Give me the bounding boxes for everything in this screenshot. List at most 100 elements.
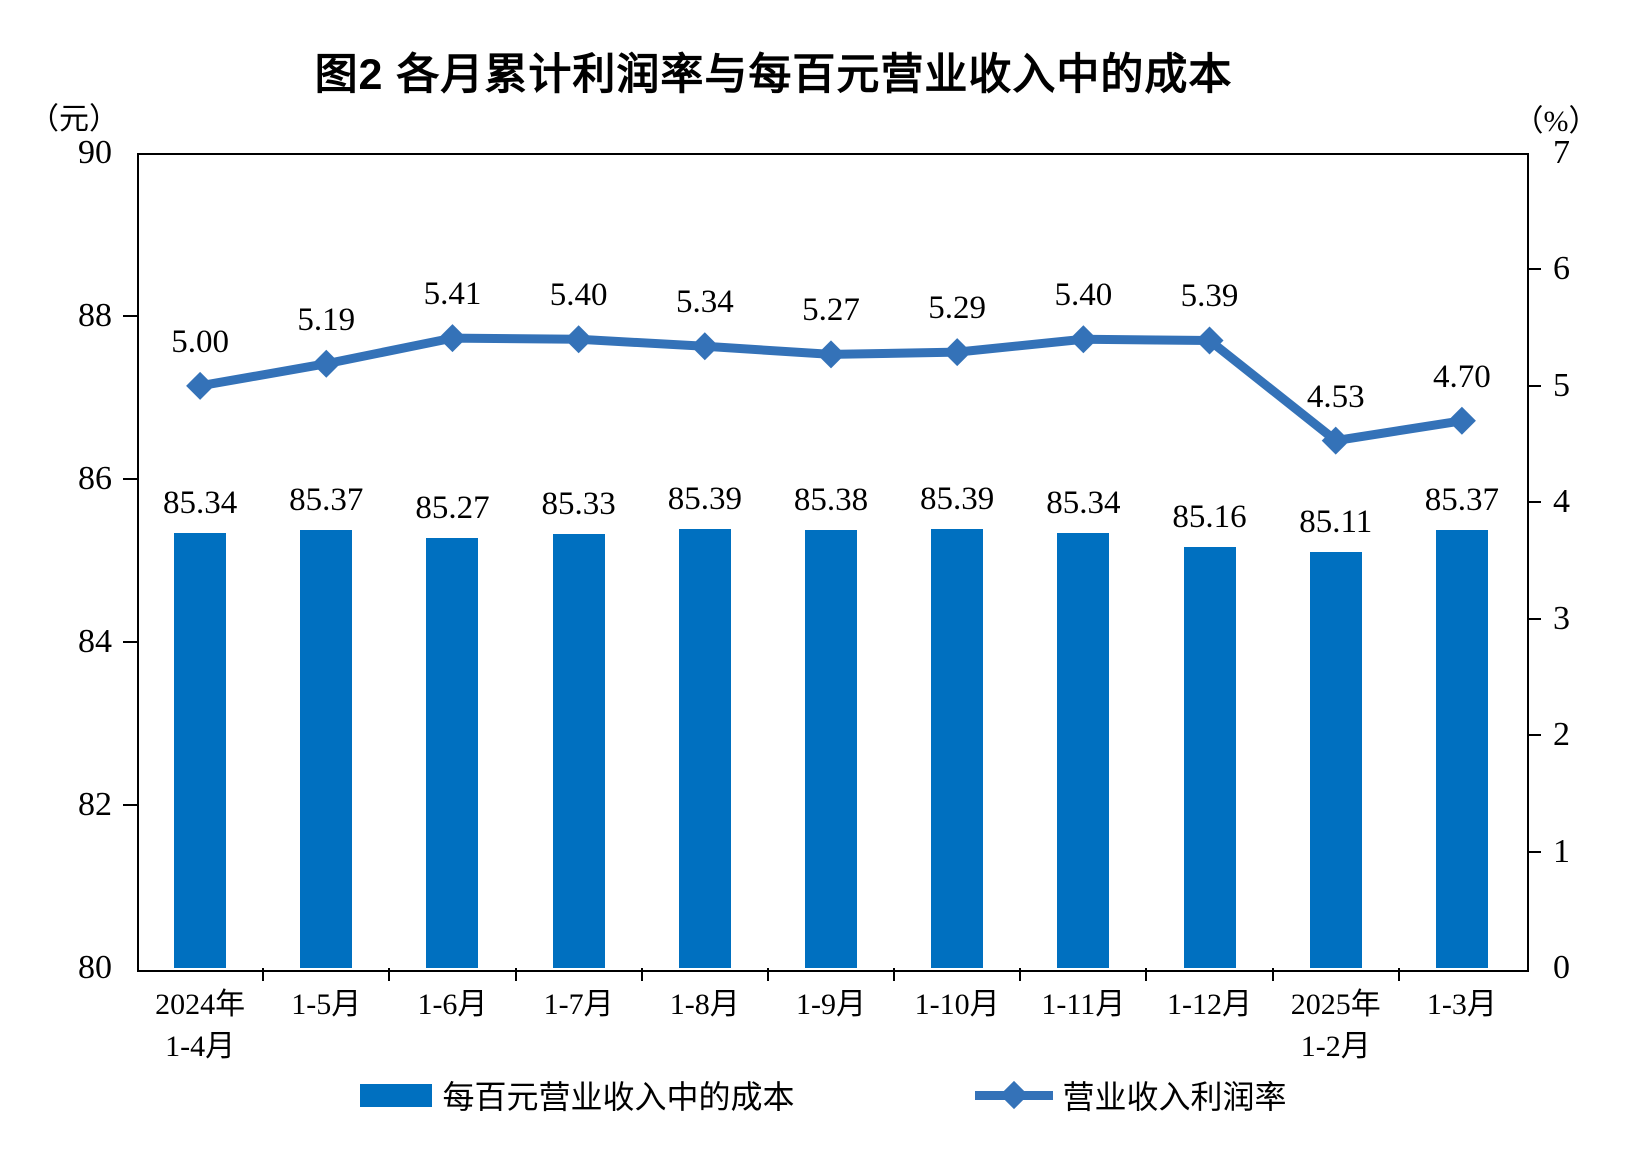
- right-axis-tick: [1527, 268, 1541, 271]
- bar-value-label: 85.37: [1424, 482, 1500, 519]
- bar: [1435, 530, 1488, 968]
- line-value-label: 5.40: [549, 277, 608, 314]
- legend-label-cost: 每百元营业收入中的成本: [442, 1079, 795, 1115]
- bar: [678, 528, 731, 968]
- left-axis-tick-label: 86: [78, 460, 112, 497]
- right-axis-tick-label: 1: [1553, 832, 1570, 870]
- right-axis-tick: [1527, 850, 1541, 853]
- x-axis-tick-label-line: 2025年: [1290, 988, 1381, 1021]
- left-axis-tick-label: 90: [78, 134, 112, 171]
- x-axis-tick-label-line: 1-10月: [914, 988, 1000, 1021]
- legend: 每百元营业收入中的成本 营业收入利润率: [0, 1072, 1647, 1118]
- line-value-label: 4.53: [1306, 378, 1365, 415]
- line-value-label: 5.00: [171, 323, 229, 360]
- x-axis-tick-label: 1-9月: [768, 984, 894, 1026]
- x-axis-tick: [388, 968, 391, 981]
- right-axis-tick: [1527, 617, 1541, 620]
- x-axis-tick-label: 1-6月: [389, 984, 515, 1026]
- x-axis-tick: [640, 968, 643, 981]
- left-axis-tick: [123, 641, 137, 643]
- x-axis-tick-label-line: 1-9月: [795, 988, 866, 1021]
- x-axis-tick: [766, 968, 769, 981]
- line-value-label: 5.27: [802, 292, 860, 329]
- bar: [552, 533, 605, 968]
- bar: [1057, 532, 1110, 968]
- x-axis-tick: [1019, 968, 1022, 981]
- line-point-marker-icon: [1447, 406, 1476, 435]
- right-axis-tick: [1527, 384, 1541, 387]
- x-axis-tick-label-line: 1-11月: [1041, 988, 1126, 1021]
- right-axis-tick-label: 0: [1553, 949, 1570, 986]
- bar: [1183, 547, 1236, 968]
- line-value-label: 5.40: [1054, 277, 1113, 314]
- x-axis-tick-label: 1-12月: [1146, 984, 1272, 1026]
- right-axis-tick-label: 3: [1553, 599, 1570, 637]
- left-axis-tick-label: 82: [78, 786, 112, 823]
- x-axis-tick: [262, 968, 265, 981]
- left-axis-tick: [123, 478, 137, 480]
- line-point-marker-icon: [312, 349, 341, 378]
- left-axis-tick-label: 84: [78, 623, 112, 660]
- x-axis-tick-label: 1-11月: [1020, 984, 1146, 1026]
- x-axis-tick-label: 1-5月: [263, 984, 389, 1026]
- bar: [931, 528, 984, 968]
- bar-value-label: 85.11: [1299, 503, 1373, 540]
- x-axis-tick-label: 2024年 1-4月: [137, 984, 263, 1068]
- bar-value-label: 85.34: [162, 484, 238, 521]
- line-value-label: 5.41: [423, 276, 482, 313]
- line-point-marker-icon: [186, 371, 215, 400]
- bar: [1309, 551, 1362, 968]
- right-axis-tick: [1527, 501, 1541, 504]
- legend-item-profit: 营业收入利润率: [974, 1072, 1287, 1118]
- line-value-label: 5.29: [928, 290, 987, 327]
- right-axis-tick-label: 4: [1553, 483, 1570, 521]
- line-point-marker-icon: [943, 338, 972, 367]
- bar-value-label: 85.33: [541, 485, 616, 522]
- x-axis-tick: [1397, 968, 1400, 981]
- line-value-label: 4.70: [1433, 358, 1491, 395]
- chart-title: 图2 各月累计利润率与每百元营业收入中的成本: [314, 51, 1233, 99]
- bar: [174, 532, 227, 968]
- bar-series-layer: [137, 153, 1525, 968]
- x-axis-tick-label-line: 1-7月: [543, 988, 614, 1021]
- line-value-label: 5.34: [675, 284, 734, 321]
- line-value-label: 5.19: [297, 301, 356, 338]
- x-axis-tick-label-line: 1-12月: [1167, 988, 1253, 1021]
- bar-value-label: 85.16: [1172, 499, 1247, 536]
- x-axis-tick-label: 1-8月: [642, 984, 768, 1026]
- line-point-marker-icon: [690, 332, 719, 361]
- bar-value-label: 85.34: [1046, 484, 1121, 521]
- x-axis-tick: [1271, 968, 1274, 981]
- x-axis-tick-label-line: 1-5月: [291, 988, 362, 1021]
- left-axis-tick: [123, 315, 137, 317]
- right-axis-tick: [1527, 734, 1541, 737]
- x-axis-tick-label-line: 1-8月: [669, 988, 740, 1021]
- line-point-marker-icon: [1195, 326, 1224, 355]
- line-point-marker-icon: [1321, 426, 1350, 455]
- x-axis-tick-label: 1-7月: [516, 984, 642, 1026]
- bar-value-label: 85.27: [415, 490, 490, 527]
- x-axis-tick-label: 1-10月: [894, 984, 1020, 1026]
- data-label-layer: 85.34 85.37 85.27 85.33 85.39 85.38 85.39 85.34…: [137, 153, 1525, 1063]
- legend-item-cost: 每百元营业收入中的成本: [360, 1072, 795, 1118]
- bar-value-label: 85.39: [920, 480, 995, 517]
- right-axis-tick-label: 7: [1553, 134, 1570, 171]
- legend-bar-swatch-icon: [360, 1083, 433, 1107]
- legend-line-swatch-icon: [974, 1080, 1053, 1110]
- bar-value-label: 85.38: [793, 481, 869, 518]
- x-axis-tick: [1145, 968, 1148, 981]
- right-axis-unit: （%）: [1513, 105, 1599, 138]
- line-value-label: 5.39: [1180, 278, 1239, 315]
- left-axis-tick: [123, 804, 137, 806]
- line-point-marker-icon: [817, 340, 845, 369]
- line-series-layer: [186, 324, 1476, 455]
- x-axis-tick-label: 1-3月: [1399, 984, 1525, 1026]
- x-axis-tick-label-line: 1-6月: [417, 988, 488, 1021]
- x-axis-tick-label-line: 1-2月: [1300, 1030, 1371, 1063]
- line-point-marker-icon: [1069, 325, 1098, 354]
- x-axis-tick-label-line: 1-4月: [165, 1030, 236, 1063]
- legend-diamond-marker-icon: [999, 1080, 1028, 1110]
- x-axis-tick: [893, 968, 896, 981]
- right-axis-tick-label: 6: [1553, 250, 1570, 288]
